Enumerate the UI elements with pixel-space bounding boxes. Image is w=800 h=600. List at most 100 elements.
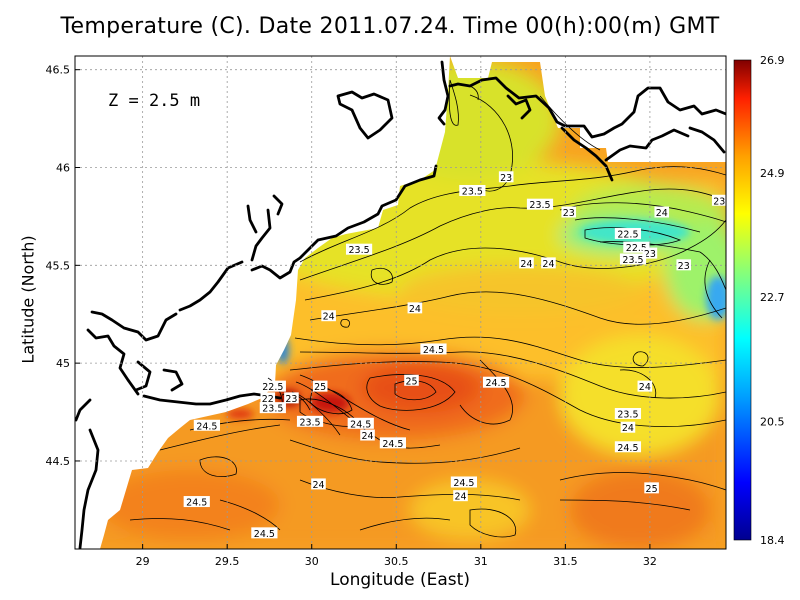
contour-label: 23 [644,249,656,260]
y-tick-label: 46.5 [46,64,71,77]
contour-label: 25 [314,382,326,393]
contour-label: 22.5 [617,230,638,241]
contour-label: 24.5 [423,345,444,356]
contour-label-bg [642,247,658,259]
colorbar [733,59,752,541]
contour-label-bg [561,206,577,218]
contour-label-bg [193,419,220,431]
contour-label-bg [183,496,210,508]
contour-label-bg [459,184,486,196]
contour-label-bg [614,408,642,420]
contour-label-bg [260,392,276,404]
y-tick-label: 46 [56,162,70,175]
contour-label-bg [620,421,636,433]
contour-label-bg [360,429,375,441]
x-tick-label: 31.5 [553,555,578,568]
contour-label: 24 [323,312,335,323]
contour-label-bg [519,257,534,269]
contour-label-bg [450,476,478,488]
contour-label: 24.5 [196,421,217,432]
contour-label-bg [321,310,336,322]
contour-label: 24 [361,431,373,442]
contour-label-bg [623,241,650,253]
x-tick-label: 30 [305,555,319,568]
grid-lines [75,56,726,549]
contour-label: 24.5 [617,443,638,454]
contour-label: 22.5 [626,243,647,254]
x-tick-label: 29 [136,555,150,568]
contour-label: 24.5 [453,478,474,489]
x-axis-label: Longitude (East) [330,570,470,590]
contour-label-bg [404,374,419,386]
coastlines [75,60,726,549]
contour-label-bg [526,198,554,210]
contour-label: 25 [646,484,658,495]
contour-label-bg [407,302,423,314]
contour-label: 24.5 [485,378,506,389]
contour-label: 24 [622,423,634,434]
contour-label: 23.5 [622,255,643,266]
contour-label-bg [711,194,727,206]
colorbar-tick-labels: 26.9 24.9 22.7 20.5 18.4 [760,54,785,547]
contour-label: 24 [454,492,466,503]
contour-label-bg [614,441,642,453]
x-tick-label: 31 [474,555,488,568]
x-tick-label: 32 [643,555,657,568]
contour-label: 24.5 [382,439,403,450]
x-tick-label: 30.5 [384,555,409,568]
y-axis-ticks: 44.5 45 45.5 46 46.5 [46,64,80,468]
depth-annotation: Z = 2.5 m [108,91,200,111]
contour-label: 23.5 [617,410,638,421]
colorbar-tick-label: 20.5 [760,415,785,428]
contour-label: 23.5 [299,417,320,428]
contour-label-bg [296,415,324,427]
contour-label: 23 [713,196,725,207]
contour-label-bg [654,206,670,218]
contour-label-bg [541,257,556,269]
contour-label: 24.5 [254,529,275,540]
land-mask [75,56,726,549]
contour-label: 22.5 [262,382,283,393]
contour-label-bg [379,437,406,449]
contour-label-bg [614,228,642,240]
contour-label: 24 [520,259,532,270]
plot-frame [74,55,727,550]
y-tick-label: 44.5 [46,455,71,468]
contour-label-bg [345,243,373,255]
contour-label: 23.5 [262,404,283,415]
x-axis-ticks: 29 29.5 30 30.5 31 31.5 32 [136,544,657,568]
contour-label: 23 [500,173,512,184]
contour-label: 24 [409,304,421,315]
contour-lines [129,79,726,538]
contour-label: 23.5 [462,186,483,197]
contour-label: 24 [656,208,668,219]
contour-label-bg [676,259,692,271]
colorbar-tick-label: 26.9 [760,54,785,67]
contour-label-bg [347,417,374,429]
contour-label: 24.5 [350,419,371,430]
contour-label: 24 [542,259,554,270]
y-tick-label: 45.5 [46,259,71,272]
colorbar-tick-label: 22.7 [760,291,785,304]
contour-label-bg [312,380,328,392]
contour-label-bg [619,253,647,265]
contour-label: 23 [678,261,690,272]
contour-label: 23.5 [348,245,369,256]
contour-label: 24.5 [186,498,207,509]
contour-label: 25 [405,376,417,387]
colorbar-tick-label: 18.4 [760,534,785,547]
contour-label-bg [284,392,299,404]
contour-label-bg [453,490,468,502]
contour-label-bg [311,478,326,490]
contour-label-bg [644,482,659,494]
chart-title: Temperature (C). Date 2011.07.24. Time 0… [60,14,720,39]
contour-label-bg [420,343,447,355]
contour-label: 22 [262,394,274,405]
contour-label-bg [259,380,286,392]
contour-label: 24 [312,480,324,491]
contour-label-bg [498,171,514,183]
contour-label-bg [637,380,653,392]
contour-label: 23 [563,208,575,219]
